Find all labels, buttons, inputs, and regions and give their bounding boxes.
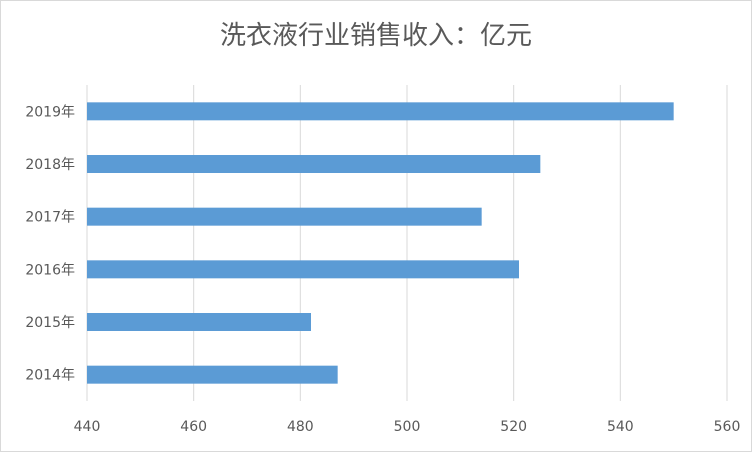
x-tick-label: 560 <box>714 419 741 435</box>
y-tick-label: 2018年 <box>25 157 75 173</box>
bar-2014年 <box>87 365 338 384</box>
x-tick-label: 480 <box>287 419 314 435</box>
x-tick-label: 500 <box>394 419 421 435</box>
x-tick-label: 460 <box>180 419 207 435</box>
bar-2017年 <box>87 207 482 226</box>
bar-2018年 <box>87 155 541 173</box>
bar-2015年 <box>87 313 311 331</box>
bar-2016年 <box>87 260 519 279</box>
bar-2019年 <box>87 102 674 121</box>
x-tick-label: 520 <box>500 419 527 435</box>
x-tick-label: 540 <box>607 419 634 435</box>
y-tick-label: 2016年 <box>25 262 75 278</box>
x-tick-label: 440 <box>74 419 101 435</box>
chart-title: 洗衣液行业销售收入：亿元 <box>219 21 532 51</box>
y-tick-label: 2019年 <box>25 104 75 120</box>
y-tick-label: 2015年 <box>25 315 75 331</box>
y-tick-label: 2014年 <box>25 368 75 384</box>
y-tick-label: 2017年 <box>25 210 75 226</box>
